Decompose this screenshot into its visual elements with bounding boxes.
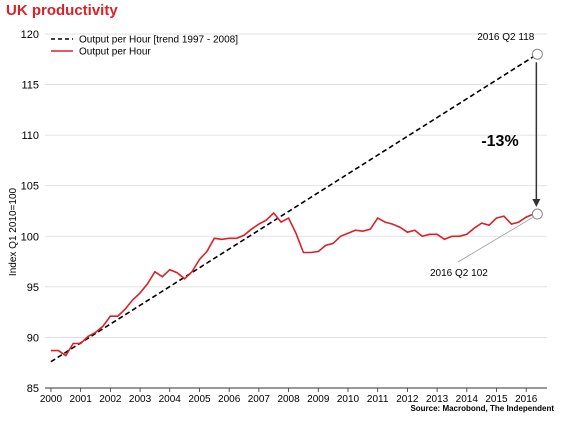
annotation-trend-end: 2016 Q2 118 — [477, 32, 535, 43]
y-tick-115: 115 — [21, 80, 39, 92]
legend: Output per Hour [trend 1997 - 2008]Outpu… — [51, 35, 238, 58]
x-tick-2005: 2005 — [188, 394, 211, 405]
legend-label-1: Output per Hour — [79, 47, 151, 58]
y-tick-120: 120 — [21, 29, 39, 41]
chart-title: UK productivity — [6, 2, 118, 19]
x-tick-2009: 2009 — [307, 394, 330, 405]
y-axis-label: Index Q1 2010=100 — [8, 188, 19, 277]
x-tick-2002: 2002 — [99, 394, 122, 405]
x-tick-2000: 2000 — [40, 394, 63, 405]
y-tick-labels: 85 90 95 100 105 110 115 120 — [21, 29, 39, 395]
grid-lines — [45, 33, 547, 338]
y-tick-95: 95 — [27, 282, 39, 294]
x-tick-2012: 2012 — [396, 394, 419, 405]
x-tick-2014: 2014 — [456, 394, 479, 405]
x-tick-2001: 2001 — [70, 394, 93, 405]
x-tick-2010: 2010 — [337, 394, 360, 405]
gap-arrow-head — [532, 199, 541, 208]
source-note: Source: Macrobond, The Independent — [410, 404, 554, 413]
annotation-output-end: 2016 Q2 102 — [430, 268, 488, 279]
output-end-marker — [531, 208, 543, 220]
x-tick-2008: 2008 — [277, 394, 300, 405]
trend-line — [50, 53, 538, 363]
x-tick-2004: 2004 — [159, 394, 182, 405]
x-tick-2007: 2007 — [248, 394, 271, 405]
annotations: 2016 Q2 118 2016 Q2 102 -13% — [430, 32, 543, 279]
y-tick-90: 90 — [27, 332, 39, 344]
x-tick-2003: 2003 — [129, 394, 152, 405]
x-tick-2013: 2013 — [426, 394, 449, 405]
annotation-gap-percent: -13% — [481, 133, 518, 150]
x-tick-2016: 2016 — [515, 394, 538, 405]
series-group — [50, 53, 538, 363]
x-tick-2006: 2006 — [218, 394, 241, 405]
x-tick-2015: 2015 — [485, 394, 508, 405]
x-tick-labels: 2000 2001 2002 2003 2004 2005 2006 2007 2008 2009… — [40, 388, 538, 405]
y-tick-100: 100 — [21, 231, 39, 243]
legend-label-0: Output per Hour [trend 1997 - 2008] — [79, 35, 238, 46]
annotation-leader — [457, 216, 534, 263]
output-line — [50, 211, 534, 357]
x-tick-2011: 2011 — [367, 394, 389, 405]
trend-end-marker — [531, 48, 543, 60]
y-tick-85: 85 — [27, 383, 39, 395]
y-tick-110: 110 — [21, 130, 39, 142]
y-tick-105: 105 — [21, 181, 39, 193]
